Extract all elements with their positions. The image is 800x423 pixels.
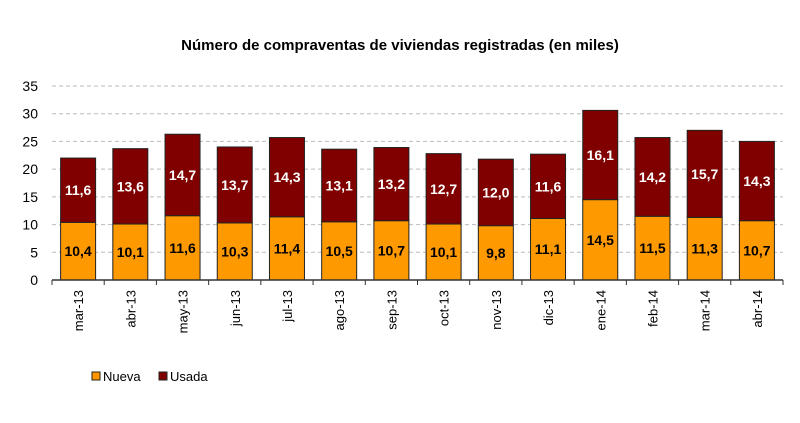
chart-title: Número de compraventas de viviendas regi… — [181, 37, 619, 54]
bar-usada-jun-13 — [216, 146, 253, 224]
bar-nueva-nov-13 — [477, 225, 514, 281]
bar-nueva-may-13 — [164, 215, 201, 281]
legend-label-nueva: Nueva — [103, 369, 141, 384]
gridlines — [52, 85, 783, 253]
data-label: 13,6 — [117, 178, 144, 194]
data-label: 14,2 — [639, 169, 666, 185]
bar-usada-may-13 — [164, 133, 201, 217]
x-tick-label: oct-13 — [437, 290, 452, 326]
x-tick-label: feb-14 — [645, 290, 660, 327]
bars: 10,4 11,6 10,1 13,6 11,6 14,7 10,3 13,7 11,4 14,3… — [60, 109, 775, 281]
y-tick-label: 5 — [30, 244, 38, 260]
bar-usada-dic-13 — [530, 153, 567, 219]
x-tick-label: mar-13 — [71, 290, 86, 331]
x-tick-label: abr-14 — [750, 290, 765, 328]
bar-usada-ene-14 — [582, 109, 619, 201]
y-tick-label: 0 — [30, 272, 38, 288]
x-tick-label: jun-13 — [228, 290, 243, 327]
x-tick-label: mar-14 — [698, 290, 713, 331]
data-label: 11,6 — [169, 240, 196, 256]
y-tick-label: 20 — [22, 161, 38, 177]
data-label: 14,5 — [587, 232, 614, 248]
bar-usada-mar-13 — [60, 157, 97, 223]
data-label: 11,3 — [691, 241, 718, 257]
x-tick-label: abr-13 — [123, 290, 138, 328]
x-tick-label: nov-13 — [489, 290, 504, 330]
data-label: 15,7 — [691, 166, 718, 182]
data-label: 13,7 — [221, 177, 248, 193]
x-tick-label: sep-13 — [384, 290, 399, 330]
x-tick-label: ago-13 — [332, 290, 347, 330]
bar-usada-nov-13 — [477, 158, 514, 227]
bar-usada-abr-14 — [738, 140, 775, 222]
data-label: 11,4 — [274, 240, 301, 256]
bar-usada-ago-13 — [321, 148, 358, 223]
legend-swatch-nueva — [91, 371, 101, 381]
data-label: 14,3 — [743, 173, 770, 189]
bar-nueva-jun-13 — [216, 222, 253, 281]
data-label: 11,6 — [535, 178, 562, 194]
bar-nueva-sep-13 — [373, 220, 410, 281]
bar-nueva-abr-13 — [112, 223, 149, 281]
data-label: 14,7 — [169, 167, 196, 183]
bar-nueva-ene-14 — [582, 199, 619, 281]
data-label: 16,1 — [587, 147, 614, 163]
data-label: 11,5 — [639, 240, 666, 256]
y-axis: 0 5 10 15 20 25 30 35 — [22, 78, 38, 288]
data-label: 11,6 — [65, 182, 92, 198]
y-tick-label: 30 — [22, 106, 38, 122]
data-label: 10,3 — [221, 243, 248, 259]
data-label: 10,7 — [743, 242, 770, 258]
y-tick-label: 15 — [22, 189, 38, 205]
x-axis: mar-13 abr-13 may-13 jun-13 jul-13 ago-13 sep-… — [51, 279, 784, 333]
data-label: 10,7 — [378, 242, 405, 258]
bar-usada-oct-13 — [425, 153, 462, 225]
data-label: 14,3 — [273, 169, 300, 185]
x-tick-label: may-13 — [176, 290, 191, 333]
legend: Nueva Usada — [91, 369, 208, 384]
bar-nueva-oct-13 — [425, 223, 462, 281]
x-tick-label: dic-13 — [541, 290, 556, 325]
bar-usada-abr-13 — [112, 148, 149, 225]
legend-label-usada: Usada — [170, 369, 208, 384]
data-label: 10,4 — [64, 243, 91, 259]
bar-usada-mar-14 — [686, 129, 723, 218]
data-label: 12,0 — [482, 184, 509, 200]
data-label: 10,1 — [430, 244, 457, 260]
data-label: 12,7 — [430, 181, 457, 197]
data-label: 9,8 — [486, 245, 506, 261]
y-tick-label: 35 — [22, 78, 38, 94]
data-label: 13,2 — [378, 176, 405, 192]
data-label: 13,1 — [326, 177, 353, 193]
data-label: 10,5 — [326, 243, 353, 259]
data-label: 11,1 — [535, 241, 562, 257]
bar-usada-sep-13 — [373, 147, 410, 222]
bar-nueva-feb-14 — [634, 215, 671, 281]
x-tick-label: jul-13 — [280, 290, 295, 323]
y-tick-label: 25 — [22, 133, 38, 149]
legend-swatch-usada — [158, 371, 168, 381]
bar-nueva-ago-13 — [321, 221, 358, 281]
bar-usada-feb-14 — [634, 137, 671, 217]
bar-usada-jul-13 — [268, 137, 305, 218]
data-label: 10,1 — [117, 244, 144, 260]
x-tick-label: ene-14 — [593, 290, 608, 330]
y-tick-label: 10 — [22, 217, 38, 233]
